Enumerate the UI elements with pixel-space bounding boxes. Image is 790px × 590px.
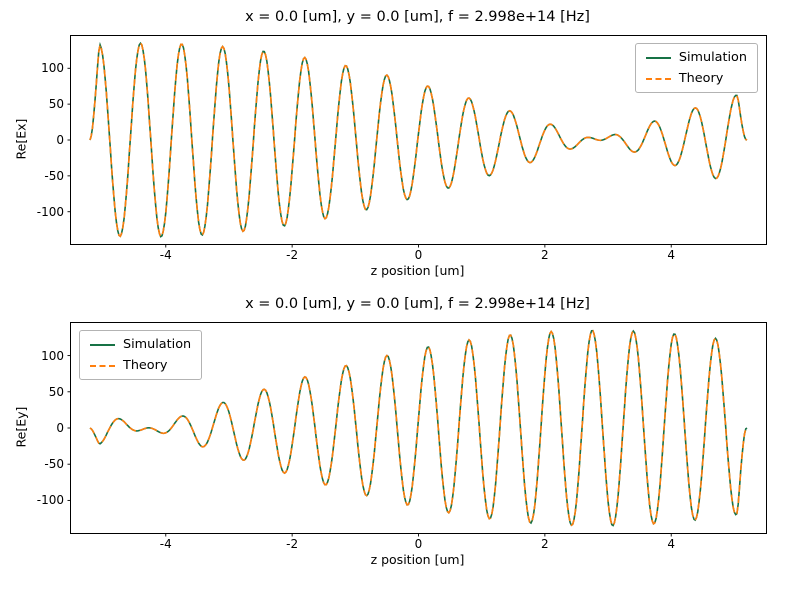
y-tick-label: -50 — [44, 168, 64, 183]
x-tick-label: 0 — [414, 248, 423, 262]
legend-label: Simulation — [123, 337, 192, 352]
x-tick-label: 4 — [667, 537, 676, 551]
legend-line-sample — [90, 364, 115, 367]
legend-entry: Simulation — [645, 50, 747, 65]
legend-entry: Simulation — [90, 337, 191, 352]
series-theory-line — [89, 329, 748, 527]
legend-label: Simulation — [678, 50, 747, 65]
legend-line-sample — [645, 56, 671, 59]
plot-canvas — [67, 329, 748, 537]
plot-area: Simulation Theory — [67, 322, 767, 537]
x-tick-label: 0 — [414, 537, 423, 551]
x-tick-label: -2 — [286, 248, 299, 262]
legend-label: Theory — [123, 358, 168, 373]
y-tick-label: -100 — [36, 204, 64, 219]
x-axis-label: z position [um] — [370, 263, 465, 278]
x-tick-label: 2 — [541, 248, 549, 262]
plot-title: x = 0.0 [um], y = 0.0 [um], f = 2.998e+1… — [245, 9, 590, 25]
legend-line-sample — [645, 77, 671, 80]
y-axis-label: Re[Ex] — [13, 118, 29, 160]
y-tick-label: 50 — [48, 384, 64, 399]
plot-title: x = 0.0 [um], y = 0.0 [um], f = 2.998e+1… — [245, 296, 590, 312]
plot-canvas — [67, 41, 748, 248]
legend: Simulation Theory — [79, 330, 203, 380]
y-tick-label: 0 — [56, 421, 64, 435]
y-tick-label: 50 — [48, 97, 64, 112]
x-tick-label: 2 — [541, 537, 549, 551]
y-tick-label: 100 — [41, 348, 64, 363]
legend-entry: Theory — [645, 71, 747, 86]
y-tick-label: 100 — [41, 61, 64, 76]
x-tick-label: -4 — [159, 537, 172, 551]
y-axis-label: Re[Ey] — [13, 406, 29, 448]
x-tick-label: -2 — [286, 537, 299, 551]
x-tick-label: -4 — [159, 248, 172, 262]
legend-line-sample — [90, 343, 115, 346]
legend: Simulation Theory — [634, 43, 758, 93]
series-theory-line — [89, 41, 748, 238]
x-tick-label: 4 — [667, 248, 676, 262]
y-tick-label: -50 — [44, 457, 64, 472]
legend-entry: Theory — [90, 358, 191, 373]
subplot-re-ex: x = 0.0 [um], y = 0.0 [um], f = 2.998e+1… — [13, 9, 767, 278]
legend-label: Theory — [678, 71, 724, 86]
y-tick-label: -100 — [36, 493, 64, 508]
x-axis-label: z position [um] — [370, 552, 465, 567]
subplot-re-ey: x = 0.0 [um], y = 0.0 [um], f = 2.998e+1… — [0, 295, 790, 590]
y-tick-label: 0 — [56, 133, 64, 147]
plot-area: Simulation Theory — [67, 35, 767, 248]
